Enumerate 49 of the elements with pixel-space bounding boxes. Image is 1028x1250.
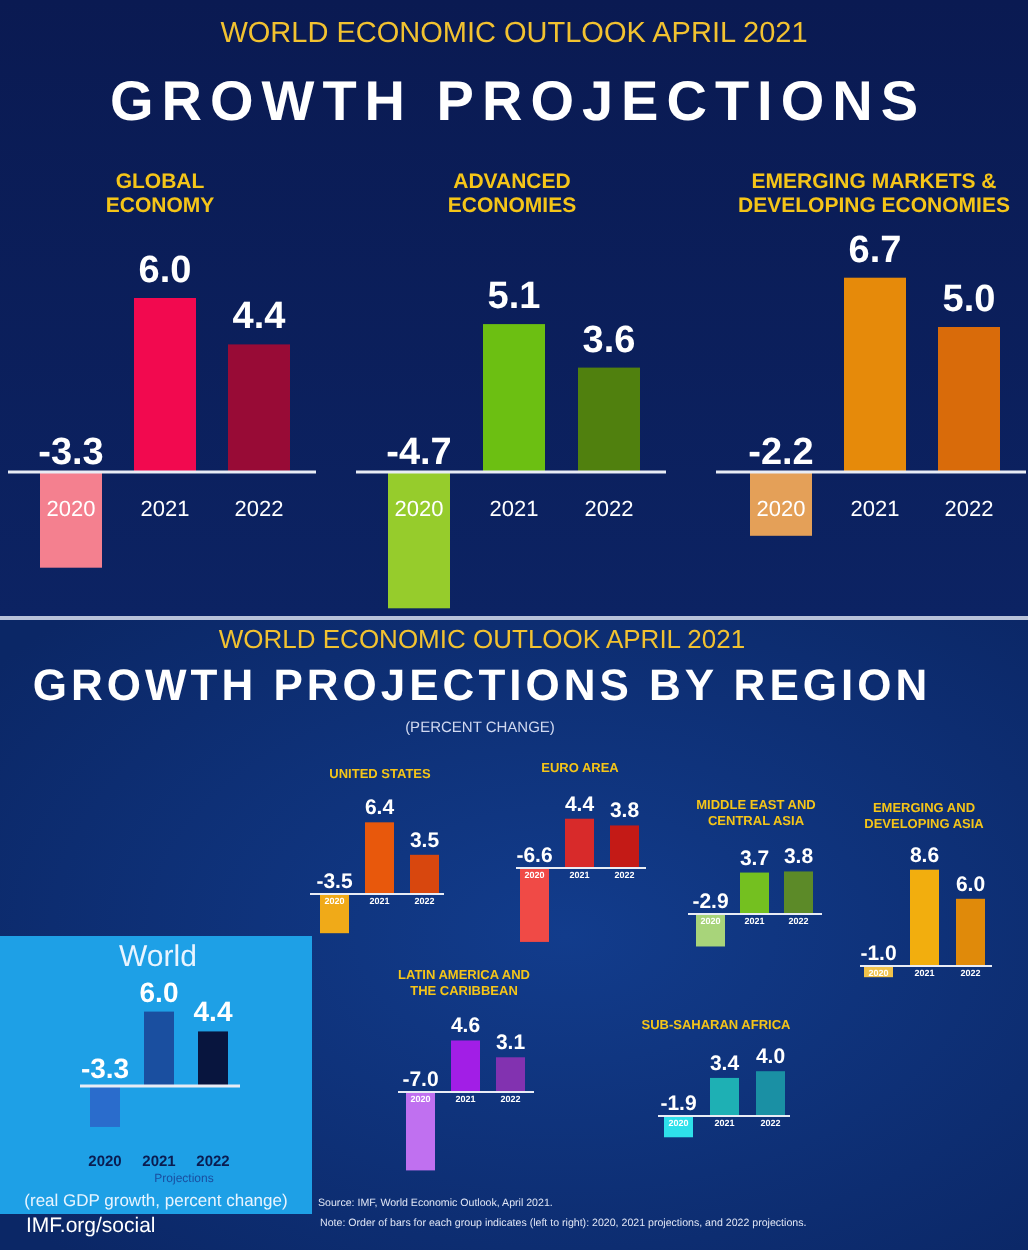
x-tick-label: 2021 [850,498,900,522]
data-label: 6.7 [848,229,902,272]
x-tick-label: 2020 [46,498,96,522]
text: (real GDP growth, percent change) [24,1190,288,1210]
data-label: -4.7 [386,432,452,474]
data-label: 4.4 [193,995,233,1028]
data-label: 4.0 [755,1045,786,1070]
x-tick-label: 2022 [584,498,634,522]
data-label: 4.4 [564,792,595,817]
x-tick-label: 2022 [944,498,994,522]
data-label: 6.0 [955,872,986,897]
data-label: -6.6 [516,844,553,868]
data-label: -3.3 [38,432,104,474]
data-label: -1.0 [860,942,897,966]
text: WORLD ECONOMIC OUTLOOK APRIL 2021 [220,18,808,50]
chart-title: World [119,940,197,974]
text: GROWTH PROJECTIONS BY REGION [32,660,932,710]
x-tick-label: 2021 [140,498,190,522]
data-label: 5.0 [942,279,996,321]
data-label: -2.2 [748,432,814,474]
data-label: 4.6 [450,1014,481,1039]
data-label: 3.8 [783,845,814,870]
data-label: 4.4 [232,296,287,339]
chart-title: ADVANCED ECONOMIES [447,170,577,218]
data-label: 6.0 [138,250,192,292]
data-label: 3.7 [739,846,770,871]
data-label: -3.3 [80,1052,130,1084]
x-tick-label: 2020 [756,498,806,522]
data-label: 8.6 [909,843,940,868]
data-label: 3.8 [609,799,640,824]
chart-title: EMERGING MARKETS & DEVELOPING ECONOMIES [738,170,1010,218]
x-tick-label: 2021 [489,498,539,522]
data-label: 3.1 [495,1031,526,1056]
data-label: 3.6 [582,319,636,362]
data-label: 5.1 [487,276,542,319]
text: WORLD ECONOMIC OUTLOOK APRIL 2021 [218,624,746,654]
data-label: 3.5 [409,828,440,853]
data-label: 3.4 [709,1051,740,1076]
data-label: -2.9 [692,890,729,914]
x-tick-label: 2020 [394,498,444,522]
data-label: -1.9 [660,1092,697,1116]
text: IMF.org/social [26,1214,156,1238]
chart-title: GLOBAL ECONOMY [105,170,215,218]
x-tick-label: 2022 [234,498,284,522]
data-label: 6.0 [139,975,179,1008]
text: GROWTH PROJECTIONS [109,70,927,132]
data-label: -3.5 [316,870,353,894]
data-label: 6.4 [364,796,395,821]
data-label: -7.0 [402,1068,439,1092]
